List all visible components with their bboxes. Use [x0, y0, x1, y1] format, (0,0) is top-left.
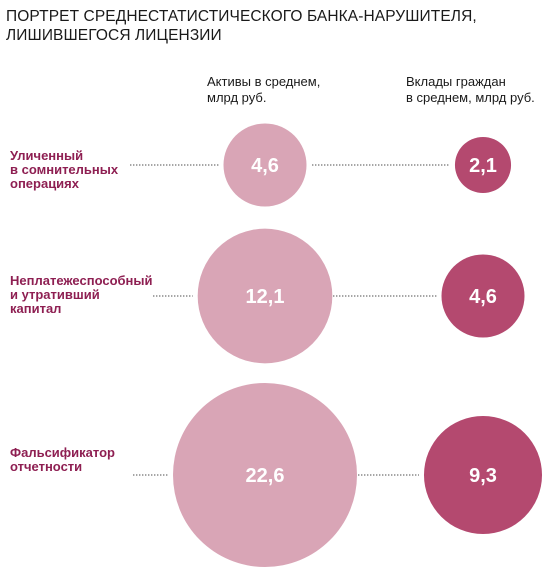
row-label-suspicious-operations: Уличенный в сомнительных операциях	[10, 149, 118, 191]
value-label: 4,6	[251, 155, 279, 177]
assets-bubble	[173, 383, 357, 567]
column-header-deposits-line-2: в среднем, млрд руб.	[406, 90, 535, 105]
value-label: 9,3	[469, 465, 497, 487]
column-header-deposits-line-1: Вклады граждан	[406, 74, 506, 89]
value-label: 12,1	[246, 286, 285, 308]
column-header-assets-line-2: млрд руб.	[207, 90, 267, 105]
assets-bubble	[223, 123, 307, 207]
row-label-insolvent: Неплатежеспособный и утративший капитал	[10, 274, 153, 316]
row-label-line: Неплатежеспособный	[10, 273, 153, 288]
row-label-falsifier: Фальсификатор отчетности	[10, 446, 115, 474]
deposits-bubble	[423, 415, 543, 535]
row-label-line: отчетности	[10, 459, 83, 474]
row-label-line: Фальсификатор	[10, 445, 115, 460]
column-header-assets-line-1: Активы в среднем,	[207, 74, 321, 89]
deposits-bubble	[454, 136, 512, 194]
row-label-line: и утративший	[10, 287, 100, 302]
column-header-deposits: Вклады граждан в среднем, млрд руб.	[406, 74, 535, 106]
value-label: 4,6	[469, 286, 497, 308]
row-label-line: Уличенный	[10, 148, 84, 163]
column-header-assets: Активы в среднем, млрд руб.	[207, 74, 320, 106]
value-label: 2,1	[469, 155, 497, 177]
deposits-bubble	[441, 254, 525, 338]
row-label-line: капитал	[10, 301, 62, 316]
row-label-line: в сомнительных	[10, 162, 119, 177]
chart-title-line-1: ПОРТРЕТ СРЕДНЕСТАТИСТИЧЕСКОГО БАНКА-НАРУ…	[6, 8, 477, 25]
value-label: 22,6	[246, 465, 285, 487]
chart-title-line-2: ЛИШИВШЕГОСЯ ЛИЦЕНЗИИ	[6, 27, 222, 44]
row-label-line: операциях	[10, 176, 79, 191]
assets-bubble	[197, 228, 333, 364]
chart-title: ПОРТРЕТ СРЕДНЕСТАТИСТИЧЕСКОГО БАНКА-НАРУ…	[6, 7, 546, 45]
